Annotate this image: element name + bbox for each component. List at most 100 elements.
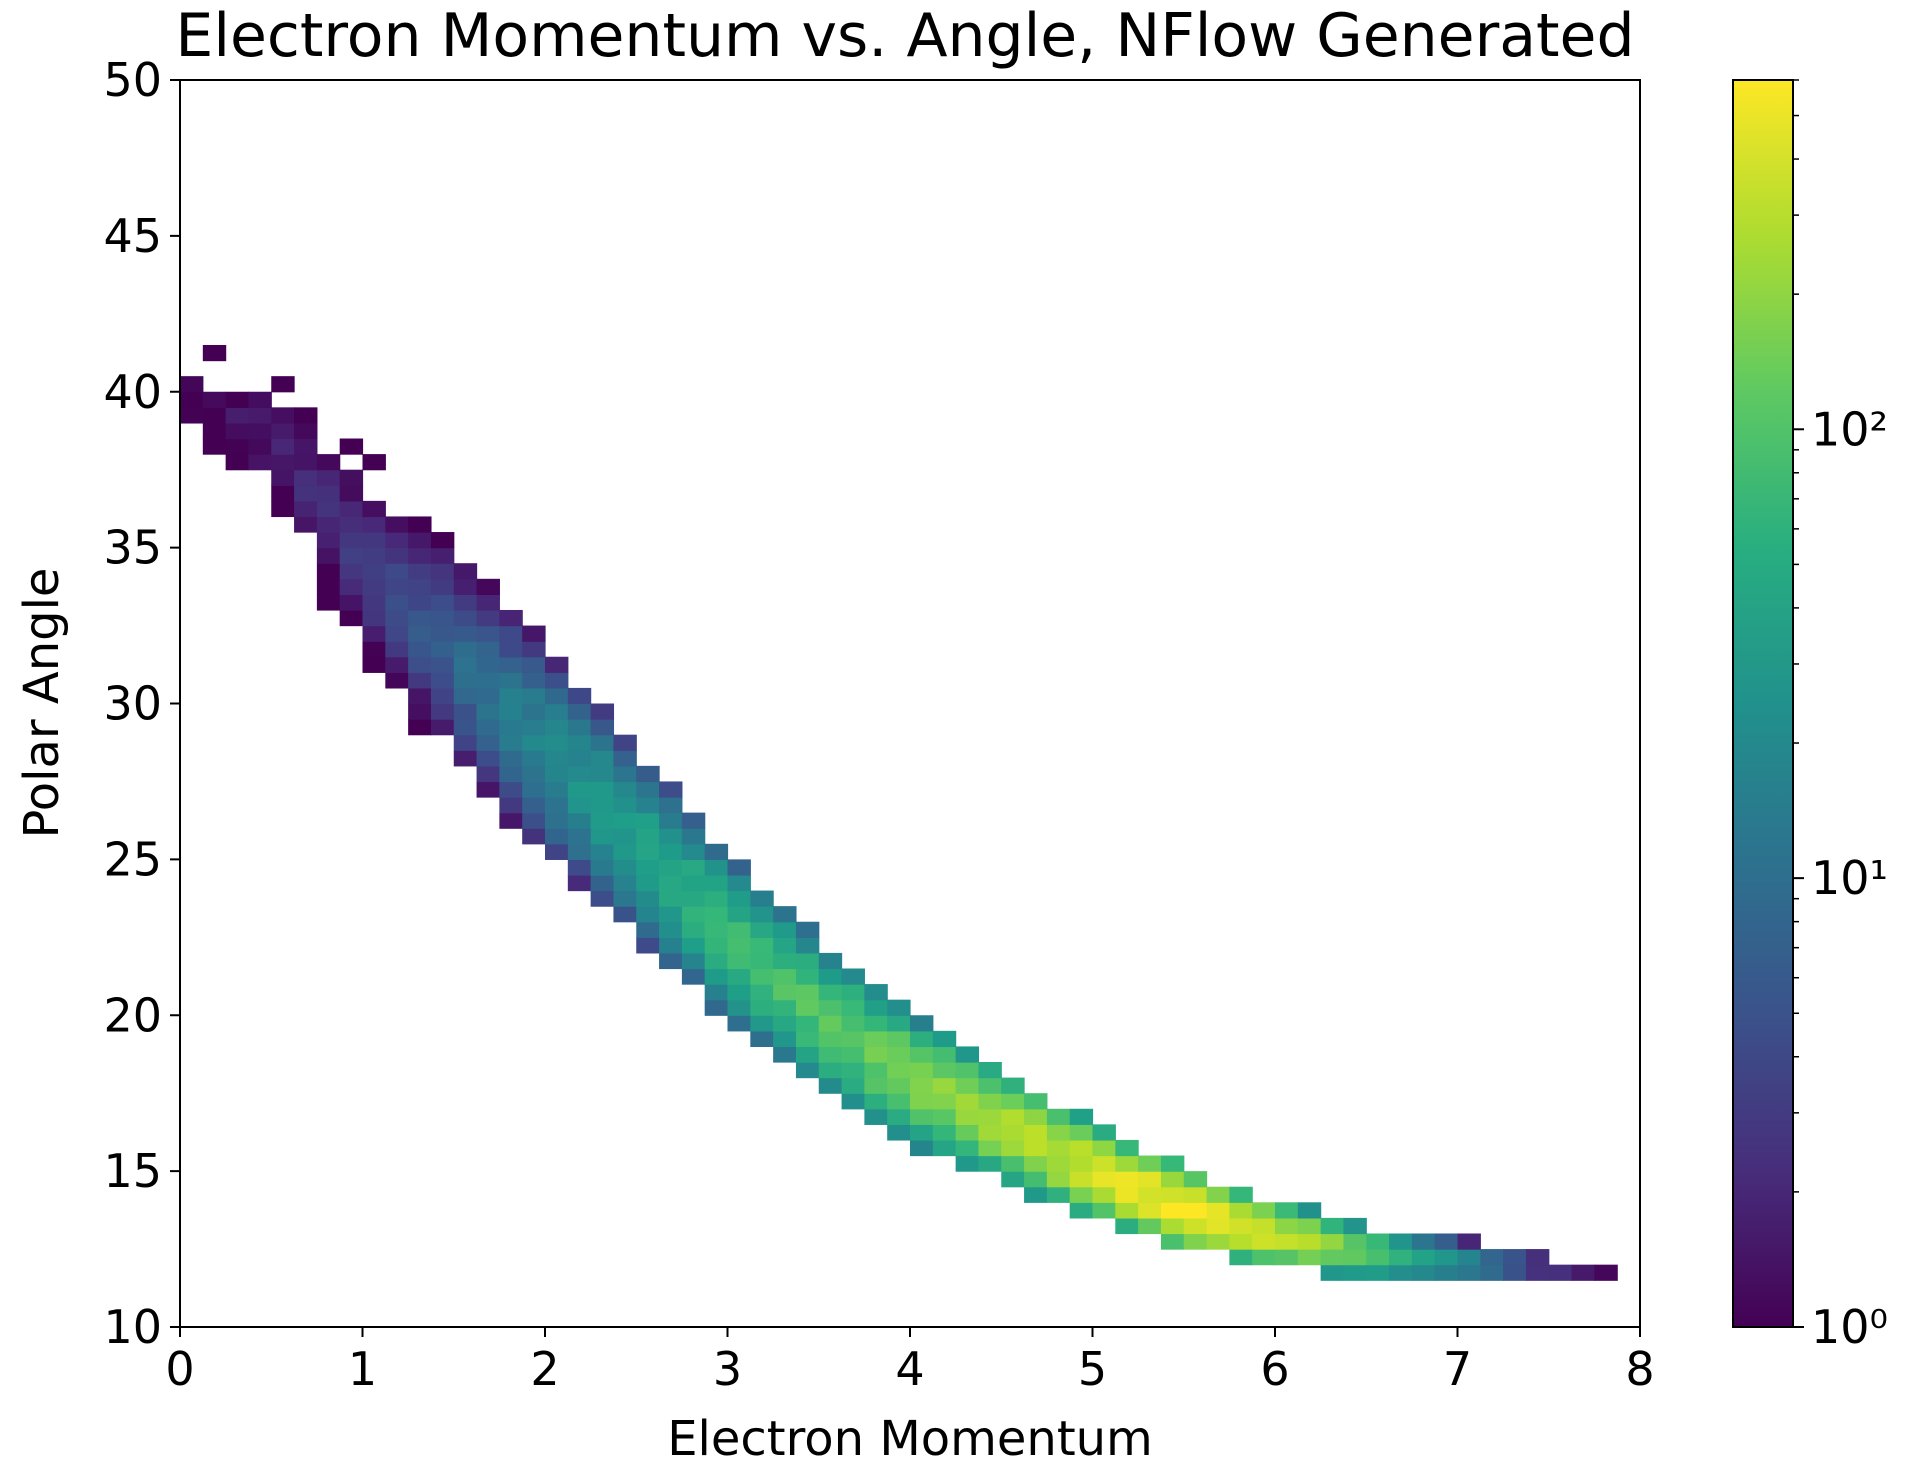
heatmap-cell — [1046, 1171, 1071, 1188]
heatmap-cell — [1001, 1077, 1025, 1094]
heatmap-cell — [408, 641, 432, 658]
heatmap-cell — [590, 734, 615, 751]
heatmap-cell — [932, 1062, 957, 1079]
x-tick-label: 7 — [1443, 1342, 1472, 1396]
heatmap-cell — [613, 859, 637, 876]
heatmap-cell — [659, 781, 683, 798]
heatmap-cell — [1024, 1155, 1048, 1172]
heatmap-cell — [316, 516, 341, 533]
heatmap-cell — [1229, 1249, 1253, 1266]
heatmap-cell — [864, 984, 888, 1001]
heatmap-cell — [1275, 1217, 1299, 1235]
heatmap-cell — [1206, 1202, 1230, 1219]
heatmap-cell — [1252, 1217, 1276, 1235]
heatmap-cell — [704, 874, 729, 892]
heatmap-cell — [841, 968, 865, 985]
heatmap-cell — [750, 937, 774, 954]
heatmap-cell — [499, 656, 523, 673]
y-tick-label: 15 — [103, 1144, 162, 1198]
heatmap-cell — [271, 454, 295, 471]
heatmap-cell — [408, 594, 432, 611]
heatmap-cell — [430, 641, 455, 658]
heatmap-cell — [659, 859, 683, 876]
heatmap-cell — [499, 625, 523, 642]
heatmap-cell — [795, 1015, 820, 1032]
heatmap-cell — [545, 687, 569, 705]
heatmap-cell — [294, 438, 318, 455]
heatmap-cell — [522, 672, 546, 689]
heatmap-cell — [476, 703, 500, 720]
heatmap-cell — [362, 578, 386, 595]
heatmap-cell — [385, 532, 409, 549]
heatmap-cell — [773, 906, 797, 923]
heatmap-cell — [659, 812, 683, 829]
heatmap-cell — [1001, 1093, 1025, 1110]
heatmap-cell — [430, 719, 455, 736]
heatmap-cell — [1024, 1093, 1048, 1110]
heatmap-cell — [1411, 1233, 1436, 1250]
heatmap-cell — [567, 781, 592, 798]
heatmap-cell — [1115, 1155, 1139, 1172]
heatmap-cell — [1001, 1139, 1025, 1157]
heatmap-cell — [1046, 1186, 1071, 1203]
heatmap-cell — [339, 438, 364, 455]
heatmap-cell — [750, 890, 774, 907]
heatmap-cell — [590, 859, 615, 876]
heatmap-cell — [1320, 1249, 1345, 1266]
heatmap-cell — [590, 765, 615, 783]
heatmap-cell — [339, 532, 364, 549]
heatmap-cell — [1252, 1202, 1276, 1219]
heatmap-cell — [864, 999, 888, 1016]
heatmap-cell — [225, 438, 250, 455]
heatmap-cell — [681, 812, 706, 829]
heatmap-cell — [567, 874, 592, 892]
heatmap-cell — [180, 391, 204, 408]
heatmap-cell — [636, 890, 660, 907]
y-axis-label: Polar Angle — [14, 568, 70, 839]
heatmap-cell — [476, 672, 500, 689]
heatmap-cell — [294, 469, 318, 486]
heatmap-cell — [316, 594, 341, 611]
heatmap-cell — [773, 1046, 797, 1063]
heatmap-cell — [271, 485, 295, 502]
heatmap-cell — [1411, 1264, 1436, 1281]
heatmap-cell — [887, 1077, 911, 1094]
heatmap-cell — [1092, 1139, 1116, 1157]
colorbar-axis: 10⁰ 10¹ 10² — [1793, 79, 1888, 1354]
heatmap-cell — [1411, 1249, 1436, 1266]
heatmap-cell — [818, 952, 843, 970]
heatmap-cell — [910, 1015, 934, 1032]
heatmap-cell — [681, 874, 706, 892]
heatmap-cell — [1275, 1202, 1299, 1219]
heatmap-cell — [727, 952, 751, 970]
heatmap-cell — [362, 532, 386, 549]
heatmap-cell — [978, 1124, 1002, 1141]
heatmap-cell — [636, 812, 660, 829]
heatmap-cell — [567, 703, 592, 720]
heatmap-cell — [1343, 1264, 1367, 1281]
heatmap-cell — [681, 859, 706, 876]
heatmap-cell — [248, 438, 272, 455]
heatmap-cell — [773, 968, 797, 985]
heatmap-cell — [476, 781, 500, 798]
heatmap-cell — [1297, 1249, 1322, 1266]
heatmap-cell — [408, 547, 432, 564]
heatmap-cell — [1069, 1202, 1094, 1219]
heatmap-cell — [887, 999, 911, 1016]
heatmap-cell — [636, 828, 660, 845]
heatmap-cell — [704, 843, 729, 860]
heatmap-cell — [978, 1155, 1002, 1172]
heatmap-cell — [430, 532, 455, 549]
heatmap-cell — [1138, 1217, 1162, 1235]
heatmap-cell — [385, 656, 409, 673]
heatmap-cell — [932, 1124, 957, 1141]
colorbar — [1732, 79, 1794, 1328]
heatmap-cell — [613, 750, 637, 767]
heatmap-cell — [704, 999, 729, 1016]
heatmap-cell — [453, 734, 478, 751]
heatmap-cell — [1001, 1124, 1025, 1141]
heatmap-cell — [1092, 1186, 1116, 1203]
heatmap-cell — [316, 578, 341, 595]
heatmap-cell — [339, 594, 364, 611]
heatmap-cell — [887, 1030, 911, 1048]
